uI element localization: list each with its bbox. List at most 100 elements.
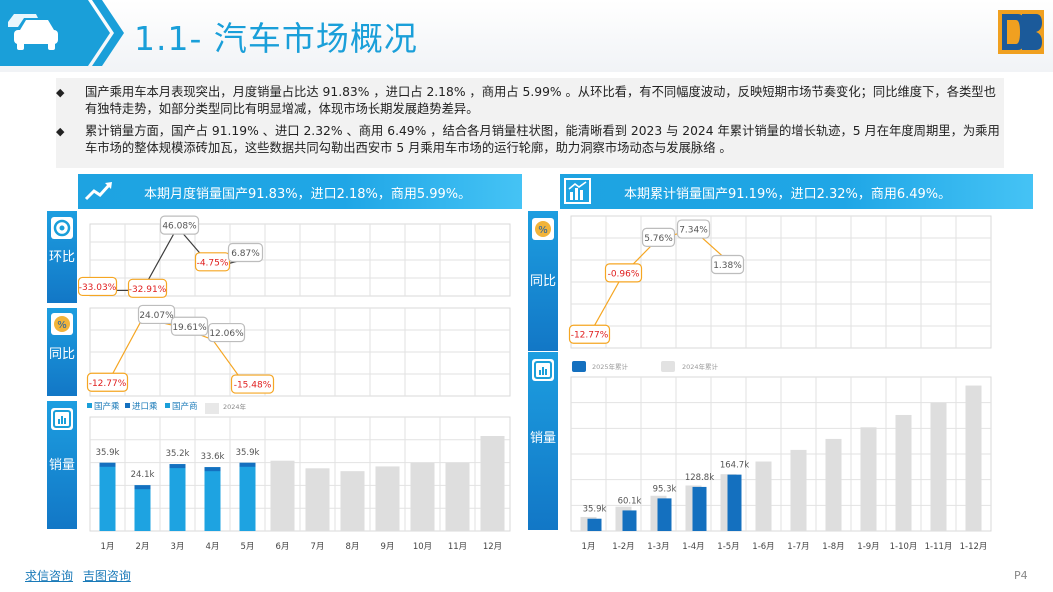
- bar-2024-cumulative: [895, 414, 912, 531]
- data-label: -33.03%: [79, 283, 117, 293]
- bar-2024: [480, 436, 505, 531]
- data-label: -32.91%: [129, 285, 167, 295]
- x-tick-label: 9月: [381, 542, 395, 552]
- diamond-bullet-icon: ◆: [56, 125, 65, 138]
- legend-label: 2024年累计: [682, 362, 719, 371]
- data-label-box: [227, 242, 264, 263]
- data-label-box: [568, 324, 611, 344]
- bar-2025-cumulative: [692, 486, 707, 531]
- x-tick-label: 4月: [206, 542, 220, 552]
- bullet-text: 国产乘用车本月表现突出，月度销量占比达 91.83% ，进口占 2.18% ，商…: [85, 85, 996, 116]
- bar-2025-top: [134, 485, 151, 490]
- x-tick-label: 1-7月: [787, 542, 809, 552]
- x-tick-label: 1月: [101, 542, 115, 552]
- x-tick-label: 2月: [136, 542, 150, 552]
- bar-value-label: 60.1k: [618, 496, 642, 506]
- x-tick-label: 12月: [483, 542, 502, 552]
- brand-logo: [998, 10, 1044, 54]
- page-number: P4: [1014, 569, 1028, 582]
- side-label-yoy-cumulative: % 同比: [528, 211, 558, 351]
- side-label-yoy: % 同比: [47, 308, 77, 396]
- bar-2025-top: [99, 462, 116, 467]
- x-tick-label: 1-3月: [647, 542, 669, 552]
- side-label-text: 同比: [529, 274, 556, 289]
- bar-chart-icon: [564, 178, 591, 204]
- x-tick-label: 3月: [171, 542, 185, 552]
- data-label-box: [86, 372, 129, 392]
- data-label-box: [230, 374, 275, 394]
- bar-value-label: 128.8k: [685, 473, 714, 483]
- bar-2025-cumulative: [622, 510, 637, 531]
- data-label-box: [78, 276, 118, 297]
- bar-value-label: 35.9k: [236, 448, 260, 458]
- x-tick-label: 1-12月: [960, 542, 988, 552]
- bar-value-label: 35.9k: [96, 448, 120, 458]
- x-tick-label: 1月: [582, 542, 596, 552]
- bar-2024-cumulative: [860, 427, 877, 531]
- data-label: -0.96%: [608, 269, 640, 279]
- bar-2025: [204, 467, 221, 531]
- svg-text:%: %: [57, 320, 67, 331]
- x-tick-label: 1-2月: [612, 542, 634, 552]
- legend-label: 2024年: [223, 402, 247, 411]
- header-background: [0, 0, 1053, 72]
- summary-box: ◆ 国产乘用车本月表现突出，月度销量占比达 91.83% ，进口占 2.18% …: [56, 78, 1004, 168]
- bar-2024: [375, 466, 400, 531]
- data-label-box: [676, 219, 711, 239]
- data-label-box: [207, 322, 246, 343]
- percent-badge-icon: %: [51, 313, 73, 335]
- data-label: 6.87%: [231, 249, 260, 259]
- data-label-box: [127, 278, 168, 298]
- trend-up-icon: [84, 182, 112, 201]
- bar-2024: [445, 462, 470, 531]
- bar-2025-cumulative: [587, 518, 602, 531]
- x-tick-label: 1-6月: [752, 542, 774, 552]
- x-tick-label: 1-11月: [925, 542, 953, 552]
- footer-link[interactable]: 吉图咨询: [82, 569, 131, 583]
- side-label-text: 销量: [48, 458, 75, 473]
- bar-2024: [270, 460, 295, 531]
- legend-label: 2025年累计: [592, 362, 629, 371]
- x-tick-label: 5月: [241, 542, 255, 552]
- right-banner-text: 本期累计销量国产91.19%，进口2.32%，商用6.49%。: [624, 187, 952, 202]
- x-tick-label: 10月: [413, 542, 432, 552]
- data-label: 19.61%: [172, 323, 207, 333]
- data-label-box: [710, 254, 745, 275]
- x-tick-label: 1-8月: [822, 542, 844, 552]
- data-label: 7.34%: [679, 226, 708, 236]
- right-banner: 本期累计销量国产91.19%，进口2.32%，商用6.49%。: [560, 174, 1033, 209]
- side-label-sales: 销量: [47, 401, 77, 529]
- data-label: 46.08%: [162, 222, 197, 232]
- bar-2025: [99, 462, 116, 531]
- footer-links: 求信咨询 吉图咨询: [25, 567, 137, 584]
- data-label-box: [170, 316, 209, 336]
- legend-swatch: [205, 403, 219, 414]
- side-label-text: 销量: [529, 431, 556, 446]
- bar-chart-icon: [532, 359, 554, 381]
- data-label-box: [194, 252, 231, 272]
- bar-2025-top: [239, 462, 256, 467]
- left-banner: 本期月度销量国产91.83%，进口2.18%，商用5.99%。: [78, 174, 522, 209]
- bar-2024: [305, 468, 330, 531]
- legend-swatch: [572, 361, 586, 372]
- data-label-box: [159, 215, 200, 235]
- bar-2024: [410, 462, 435, 531]
- bar-value-label: 35.9k: [583, 505, 607, 515]
- data-label: 5.76%: [644, 234, 673, 244]
- bar-2025: [239, 462, 256, 531]
- bar-2025: [169, 464, 186, 531]
- bar-2025-top: [204, 467, 221, 472]
- legend-label: 国产乘: [94, 401, 120, 412]
- data-label: -12.77%: [89, 379, 127, 389]
- legend-label: 进口乘: [132, 401, 158, 412]
- bar-2025: [134, 485, 151, 531]
- x-tick-label: 1-9月: [857, 542, 879, 552]
- svg-text:%: %: [538, 225, 548, 236]
- data-label: -15.48%: [234, 381, 272, 391]
- data-label: -12.77%: [571, 331, 609, 341]
- page-title: 1.1- 汽车市场概况: [134, 19, 418, 58]
- footer-link[interactable]: 求信咨询: [25, 569, 74, 583]
- legend-swatch: [165, 403, 170, 408]
- bar-2024-cumulative: [930, 402, 947, 531]
- bar-chart-icon: [51, 408, 73, 430]
